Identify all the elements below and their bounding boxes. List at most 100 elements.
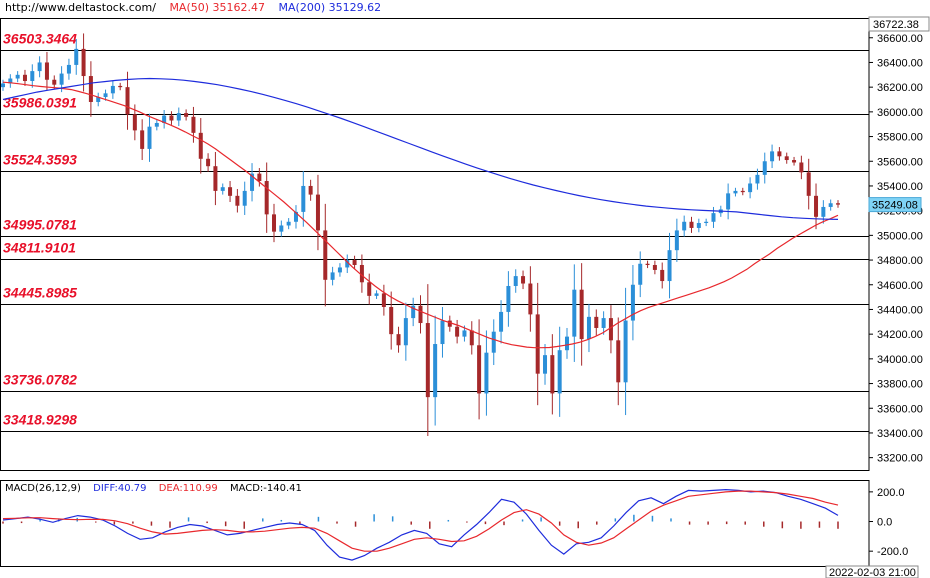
- candle-body: [550, 355, 555, 394]
- candle-body: [30, 71, 35, 81]
- candle-body: [411, 305, 416, 319]
- candle-body: [770, 151, 775, 162]
- candle-body: [293, 211, 298, 222]
- candle-body: [206, 158, 211, 167]
- candle-body: [242, 190, 247, 206]
- price-axis-label: 35000.00: [877, 230, 923, 242]
- candle-body: [147, 126, 152, 149]
- candle-body: [777, 151, 782, 157]
- price-axis-label: 34400.00: [877, 304, 923, 316]
- candle-body: [162, 115, 167, 123]
- candle-body: [213, 166, 218, 191]
- price-axis-label: 33400.00: [877, 428, 923, 440]
- candle-body: [667, 250, 672, 282]
- candle-body: [506, 285, 511, 312]
- site-url[interactable]: http://www.deltastock.com/: [5, 1, 156, 14]
- candle-body: [228, 187, 233, 196]
- candle-body: [125, 87, 130, 115]
- level-label: 35524.3593: [3, 152, 77, 168]
- candle-body: [308, 185, 313, 195]
- candle-body: [264, 181, 269, 215]
- macd-name: MACD(26,12,9): [5, 483, 81, 494]
- candle-body: [15, 74, 20, 79]
- macd-dea-line: [2, 490, 839, 552]
- candle-body: [484, 352, 489, 394]
- candle-body: [836, 203, 840, 205]
- level-label: 34811.9101: [3, 240, 76, 256]
- candle-body: [37, 62, 42, 72]
- macd-value: MACD:-140.41: [229, 483, 302, 494]
- price-axis-label: 36400.00: [877, 57, 923, 69]
- candle-body: [367, 282, 372, 296]
- candle-body: [814, 195, 819, 217]
- candle-body: [799, 162, 804, 173]
- candle-body: [250, 173, 255, 191]
- candle-body: [601, 318, 606, 328]
- candle-body: [652, 264, 657, 270]
- level-label: 34995.0781: [3, 217, 77, 233]
- price-axis-label: 34600.00: [877, 280, 923, 292]
- price-axis-label: 35600.00: [877, 156, 923, 168]
- candle-body: [455, 326, 460, 337]
- ma200-label: MA(200) 35129.62: [278, 1, 382, 14]
- candle-body: [469, 330, 474, 346]
- date-label: 2022-02-03 21:00: [829, 567, 916, 578]
- candle-body: [8, 78, 13, 84]
- candle-body: [118, 85, 123, 88]
- candle-body: [1, 83, 5, 88]
- level-label: 33736.0782: [3, 372, 77, 388]
- candle-body: [535, 314, 540, 374]
- price-axis-label: 33200.00: [877, 453, 923, 465]
- candle-body: [389, 306, 394, 335]
- candle-body: [477, 345, 482, 394]
- candle-body: [726, 193, 731, 210]
- macd-axis-label: 200.0: [877, 487, 905, 499]
- price-axis-label: 36200.00: [877, 82, 923, 94]
- candle-body: [638, 263, 643, 285]
- candle-body: [762, 161, 767, 175]
- chart-header: http://www.deltastock.com/ MA(50) 35162.…: [5, 1, 391, 14]
- price-axis-label: 34800.00: [877, 255, 923, 267]
- candle-body: [220, 187, 225, 191]
- candle-body: [110, 85, 115, 94]
- candle-body: [96, 97, 101, 102]
- candle-body: [103, 93, 108, 98]
- candle-body: [184, 113, 189, 117]
- candle-body: [154, 122, 159, 127]
- candle-body: [528, 283, 533, 315]
- candle-body: [198, 132, 203, 159]
- candle-body: [381, 293, 386, 307]
- candle-body: [396, 334, 401, 346]
- level-label: 34445.8985: [3, 285, 77, 301]
- candle-body: [272, 214, 277, 232]
- candle-body: [140, 130, 145, 149]
- price-axis-label: 33600.00: [877, 403, 923, 415]
- candle-body: [132, 114, 137, 131]
- candle-body: [169, 115, 174, 121]
- candle-body: [352, 260, 357, 265]
- candle-body: [359, 264, 364, 283]
- top-price-label: 36722.38: [873, 19, 919, 31]
- candle-body: [257, 173, 262, 182]
- candle-body: [572, 289, 577, 337]
- candle-body: [557, 350, 562, 394]
- price-axis-label: 34000.00: [877, 354, 923, 366]
- candle-body: [821, 206, 826, 217]
- candle-body: [52, 79, 57, 85]
- candle-body: [425, 323, 430, 398]
- candle-body: [433, 344, 438, 398]
- candle-body: [594, 316, 599, 328]
- candle-body: [337, 267, 342, 273]
- candle-body: [792, 160, 797, 163]
- candle-body: [784, 156, 789, 161]
- candle-body: [59, 73, 64, 85]
- candle-body: [586, 316, 591, 340]
- candle-body: [191, 116, 196, 133]
- candle-body: [608, 318, 613, 341]
- candle-body: [235, 195, 240, 206]
- candle-body: [323, 230, 328, 280]
- candle-body: [704, 221, 709, 224]
- candle-body: [755, 174, 760, 184]
- candle-body: [301, 185, 306, 212]
